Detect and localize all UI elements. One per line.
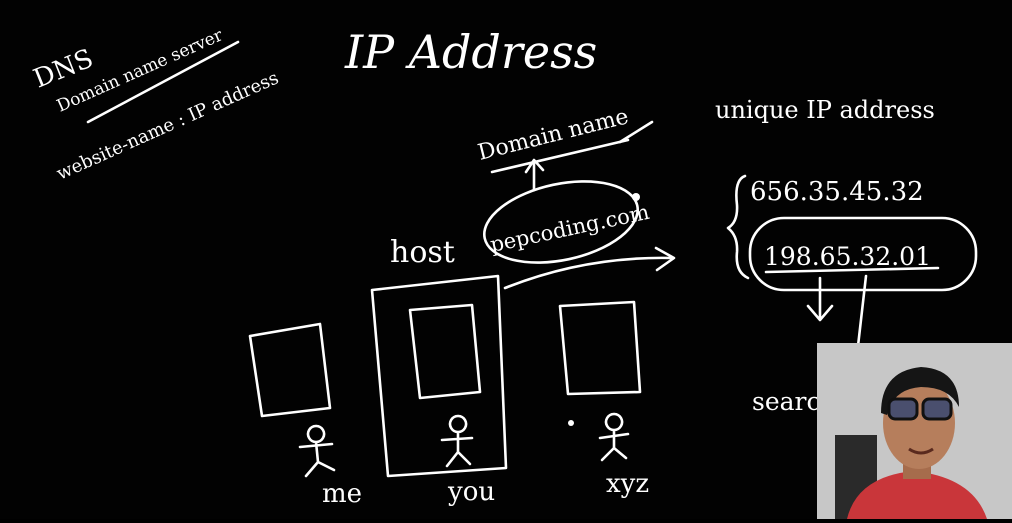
stick-figure-xyz: [598, 412, 630, 462]
dns-underline: [86, 40, 240, 124]
host-label: host: [390, 235, 455, 270]
domain-name-tick: [618, 120, 654, 144]
arrow-to-ip: [503, 246, 676, 290]
ip-down-arrow: [806, 276, 834, 322]
domain-name-underline: [490, 138, 630, 174]
domain-up-arrow: [524, 158, 545, 192]
host-frame: [370, 274, 508, 478]
glasses-right: [921, 397, 953, 421]
ip-2-box: [748, 216, 978, 292]
presenter-hair: [881, 367, 959, 415]
ip-line-down: [856, 274, 868, 348]
unique-ip-label: unique IP address: [715, 96, 935, 124]
user-label-me: me: [322, 479, 362, 509]
domain-example-label: pepcoding.com: [488, 200, 651, 257]
presenter-video: [817, 343, 1012, 519]
glasses-left: [887, 397, 919, 421]
stick-figure-you: [440, 414, 474, 468]
computer-xyz: [558, 300, 642, 396]
board-dot: [568, 420, 574, 426]
presenter-shirt: [847, 471, 987, 519]
webcam-overlay: [817, 343, 1012, 519]
presenter-mouth: [908, 447, 934, 455]
page-title: IP Address: [344, 25, 597, 79]
user-label-you: you: [447, 477, 495, 507]
ip-2-underline: [764, 266, 940, 274]
ip-address-1: 656.35.45.32: [750, 177, 924, 207]
computer-you: [408, 303, 482, 400]
user-label-xyz: xyz: [606, 469, 649, 499]
ip-brace: [726, 174, 750, 280]
stick-figure-me: [298, 424, 336, 478]
oval-dot: [632, 193, 640, 201]
ip-address-2: 198.65.32.01: [764, 242, 931, 271]
computer-me: [248, 322, 332, 418]
domain-example-oval: [482, 180, 640, 264]
